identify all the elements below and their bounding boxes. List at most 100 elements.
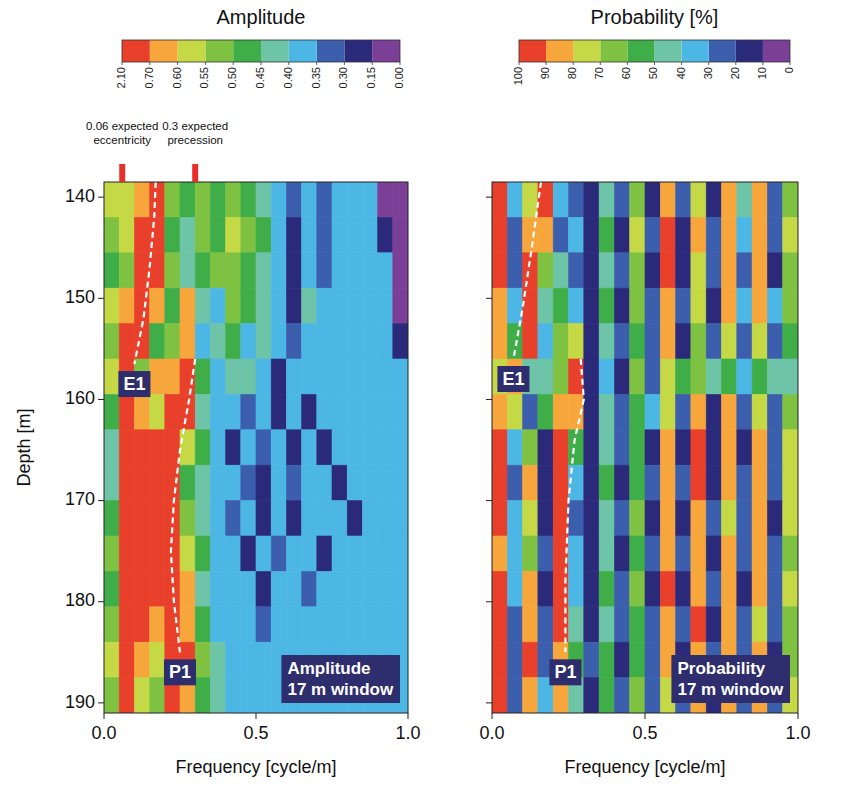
cell (210, 359, 225, 394)
cell (660, 501, 675, 536)
cell (378, 430, 393, 465)
cell (210, 253, 225, 288)
cell (362, 288, 377, 323)
cell (347, 607, 362, 642)
cell (553, 430, 568, 465)
cell (180, 253, 195, 288)
cell (492, 324, 507, 359)
cell (226, 678, 241, 713)
panel-label-text: 17 m window (287, 680, 394, 699)
y-tick (98, 500, 104, 501)
colorbar-tick (600, 62, 601, 65)
plot-area (492, 182, 798, 713)
cell (752, 182, 767, 217)
cell (630, 465, 645, 500)
cell (645, 288, 660, 323)
cell (180, 288, 195, 323)
cell (104, 607, 119, 642)
cell (630, 607, 645, 642)
cell (302, 571, 317, 606)
cell (271, 607, 286, 642)
y-tick-label: 170 (65, 489, 95, 509)
colorbar-swatch (205, 40, 233, 62)
cell (226, 253, 241, 288)
cell (210, 642, 225, 677)
colorbar-swatch (289, 40, 317, 62)
cell (737, 607, 752, 642)
cell (119, 501, 134, 536)
cell (783, 430, 798, 465)
cell (645, 501, 660, 536)
cell (150, 465, 165, 500)
cell (271, 571, 286, 606)
cell (523, 642, 538, 677)
panel-label-text: Amplitude (287, 659, 370, 678)
cell (737, 217, 752, 252)
colorbar-swatch (519, 40, 546, 62)
cell (150, 288, 165, 323)
cell (134, 642, 149, 677)
cell (362, 253, 377, 288)
cell (752, 430, 767, 465)
cell (347, 288, 362, 323)
cell (104, 394, 119, 429)
cell (134, 217, 149, 252)
y-tick (98, 197, 104, 198)
cell (119, 430, 134, 465)
colorbar-tick-label: 40 (675, 67, 687, 79)
cell (706, 359, 721, 394)
cell (271, 394, 286, 429)
panel-label-text: Probability (677, 659, 765, 678)
cell (569, 501, 584, 536)
cell (507, 501, 522, 536)
annotation-text: precession (167, 134, 223, 146)
cell (302, 607, 317, 642)
cell (767, 182, 782, 217)
cell (150, 571, 165, 606)
panel: 1009080706050403020100Probability [%]0.0… (479, 6, 810, 777)
cell (737, 182, 752, 217)
cell (676, 607, 691, 642)
y-axis-title: Depth [m] (14, 408, 34, 486)
cell (256, 642, 271, 677)
cell (226, 501, 241, 536)
cell (150, 324, 165, 359)
ridge-label: P1 (549, 659, 581, 685)
cell (767, 607, 782, 642)
cell (256, 217, 271, 252)
cell (378, 465, 393, 500)
cell (553, 501, 568, 536)
cell (584, 678, 599, 713)
cell (507, 642, 522, 677)
colorbar-tick-label: 0 (783, 67, 795, 73)
cell (180, 501, 195, 536)
ridge-line (513, 182, 541, 359)
cell (317, 501, 332, 536)
cell (226, 288, 241, 323)
cell (119, 288, 134, 323)
cell (104, 217, 119, 252)
cell (378, 217, 393, 252)
cell (104, 642, 119, 677)
cell (241, 465, 256, 500)
cell (378, 571, 393, 606)
cell (599, 288, 614, 323)
cell (584, 394, 599, 429)
cell (523, 678, 538, 713)
cell (523, 607, 538, 642)
cell (614, 182, 629, 217)
colorbar-tick-label: 30 (702, 67, 714, 79)
cell (630, 536, 645, 571)
cell (332, 607, 347, 642)
cell (210, 182, 225, 217)
colorbar-tick (400, 62, 401, 65)
cell (569, 536, 584, 571)
cell (241, 642, 256, 677)
cell (332, 359, 347, 394)
cell (119, 642, 134, 677)
cell (271, 253, 286, 288)
colorbar-tick (735, 62, 736, 65)
cell (210, 394, 225, 429)
colorbar-tick (288, 62, 289, 65)
cell (393, 217, 408, 252)
